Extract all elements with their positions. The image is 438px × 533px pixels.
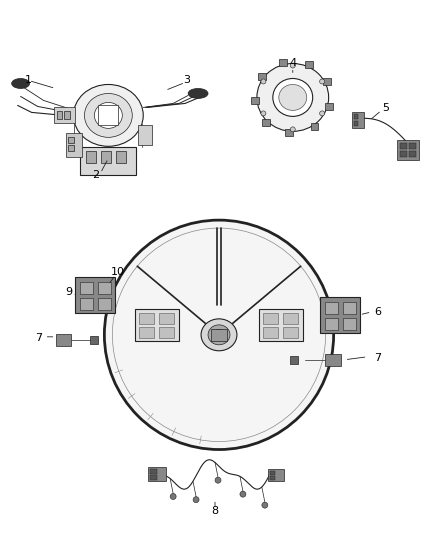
Ellipse shape	[201, 319, 237, 351]
Bar	[56, 334, 71, 346]
Ellipse shape	[320, 111, 325, 116]
Bar	[270, 472, 275, 475]
Bar	[325, 318, 338, 330]
Bar	[290, 356, 298, 364]
Bar	[270, 477, 275, 480]
Text: 9: 9	[65, 287, 72, 297]
Ellipse shape	[193, 497, 199, 503]
Bar	[262, 119, 270, 126]
Ellipse shape	[262, 502, 268, 508]
Bar	[286, 129, 293, 136]
Bar	[99, 106, 118, 125]
Text: 4: 4	[289, 58, 297, 68]
Ellipse shape	[261, 79, 266, 84]
Text: 2: 2	[92, 170, 99, 180]
Bar	[258, 73, 266, 80]
Bar	[99, 282, 111, 294]
Bar	[400, 143, 407, 149]
Ellipse shape	[170, 494, 176, 499]
Bar	[353, 122, 357, 126]
Ellipse shape	[279, 84, 307, 110]
Bar	[117, 151, 126, 163]
Ellipse shape	[273, 78, 313, 116]
Text: 7: 7	[374, 353, 381, 363]
Text: 1: 1	[25, 76, 32, 85]
Ellipse shape	[188, 88, 208, 99]
Bar	[353, 115, 357, 119]
Bar	[400, 151, 407, 157]
Bar	[325, 103, 333, 110]
Bar	[135, 309, 179, 341]
Bar	[263, 313, 278, 324]
Bar	[305, 61, 313, 68]
Bar	[268, 470, 284, 481]
Bar	[68, 146, 74, 151]
Bar	[159, 313, 174, 324]
Bar	[139, 313, 154, 324]
Bar	[99, 298, 111, 310]
Ellipse shape	[261, 111, 266, 116]
Bar	[67, 133, 82, 157]
Ellipse shape	[257, 63, 328, 131]
Bar	[311, 123, 318, 130]
Bar	[53, 108, 75, 123]
Bar	[323, 78, 331, 85]
Bar	[81, 298, 93, 310]
Bar	[81, 147, 136, 175]
Bar	[251, 96, 259, 103]
Bar	[81, 282, 93, 294]
Bar	[101, 151, 111, 163]
Bar	[410, 151, 417, 157]
Bar	[68, 138, 74, 143]
Bar	[57, 111, 63, 119]
Bar	[343, 302, 356, 314]
Bar	[150, 470, 157, 474]
Ellipse shape	[290, 63, 295, 68]
Bar	[150, 475, 157, 480]
Bar	[86, 151, 96, 163]
Text: 8: 8	[212, 506, 219, 516]
Bar	[279, 59, 287, 66]
Ellipse shape	[85, 93, 132, 138]
Text: 10: 10	[111, 267, 125, 277]
Ellipse shape	[208, 325, 230, 345]
Bar	[90, 336, 99, 344]
Bar	[263, 327, 278, 338]
Bar	[139, 327, 154, 338]
Bar	[259, 309, 303, 341]
Bar	[64, 111, 71, 119]
Bar	[352, 112, 364, 128]
Ellipse shape	[320, 79, 325, 84]
Ellipse shape	[104, 220, 334, 449]
Ellipse shape	[95, 102, 122, 128]
Bar	[283, 313, 298, 324]
Text: 6: 6	[374, 307, 381, 317]
Bar	[75, 277, 115, 313]
Bar	[325, 354, 341, 366]
Bar	[343, 318, 356, 330]
Bar	[211, 329, 227, 341]
Bar	[320, 297, 360, 333]
Ellipse shape	[215, 477, 221, 483]
Bar	[397, 140, 419, 160]
Ellipse shape	[74, 84, 143, 147]
Bar	[138, 125, 152, 146]
Ellipse shape	[12, 78, 30, 88]
Text: 3: 3	[184, 76, 191, 85]
Ellipse shape	[290, 127, 295, 132]
Bar	[410, 143, 417, 149]
Ellipse shape	[240, 491, 246, 497]
Text: 7: 7	[35, 333, 42, 343]
Text: 5: 5	[382, 103, 389, 114]
Bar	[325, 302, 338, 314]
Ellipse shape	[213, 329, 225, 340]
Bar	[283, 327, 298, 338]
Bar	[159, 327, 174, 338]
Bar	[148, 467, 166, 481]
